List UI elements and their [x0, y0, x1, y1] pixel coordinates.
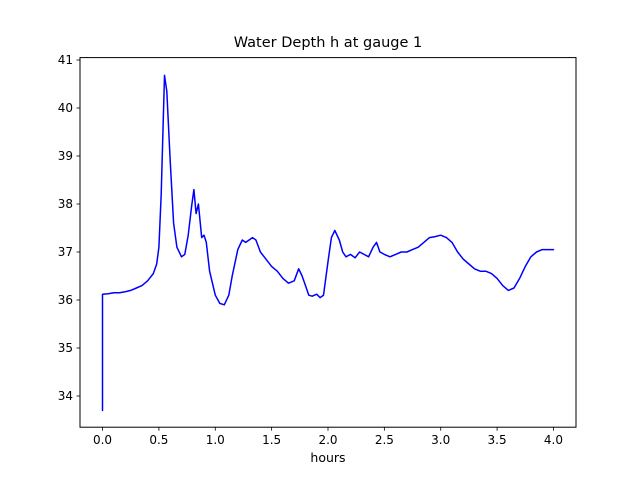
y-tick-label: 34 — [58, 389, 73, 403]
axes-frame — [79, 57, 577, 428]
x-tick-label: 4.0 — [544, 433, 563, 447]
x-tick-label: 2.5 — [375, 433, 394, 447]
x-tick-label: 3.0 — [431, 433, 450, 447]
y-tick-label: 39 — [58, 149, 73, 163]
y-tick-label: 36 — [58, 293, 73, 307]
x-tick-label: 1.5 — [262, 433, 281, 447]
y-tick-label: 38 — [58, 197, 73, 211]
x-tick-label: 0.5 — [149, 433, 168, 447]
x-axis-ticks: 0.0 0.5 1.0 1.5 2.0 2.5 3.0 3.5 4.0 — [93, 427, 563, 447]
x-tick-label: 2.0 — [318, 433, 337, 447]
chart-title: Water Depth h at gauge 1 — [234, 35, 422, 51]
y-tick-label: 41 — [58, 53, 73, 67]
y-tick-label: 40 — [58, 101, 73, 115]
x-tick-label: 3.5 — [488, 433, 507, 447]
y-tick-label: 37 — [58, 245, 73, 259]
plot-area — [80, 57, 576, 428]
x-tick-label: 0.0 — [93, 433, 112, 447]
x-axis-label: hours — [310, 450, 345, 465]
y-axis-ticks: 34 35 36 37 38 39 40 41 — [58, 53, 80, 403]
y-tick-label: 35 — [58, 341, 73, 355]
water-depth-series-line — [101, 74, 555, 412]
x-tick-label: 1.0 — [206, 433, 225, 447]
